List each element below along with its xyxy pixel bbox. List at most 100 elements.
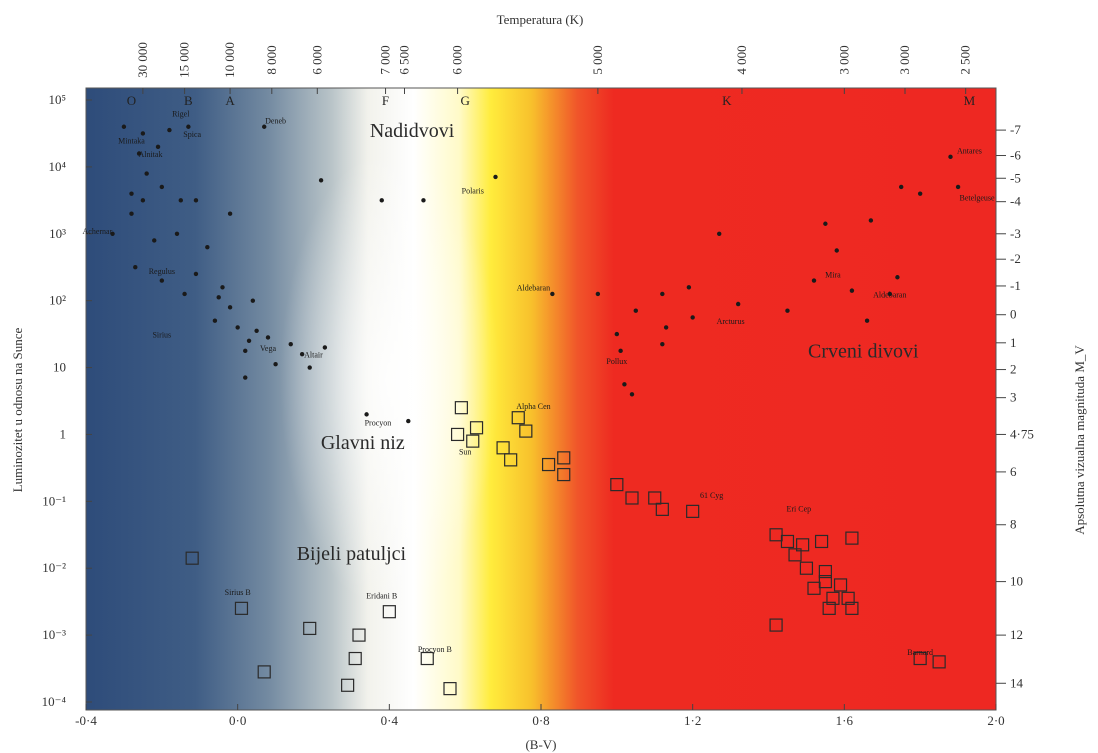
- star-name-label: Procyon: [365, 419, 392, 428]
- star-square: [469, 421, 484, 435]
- star-name-label: Polaris: [462, 187, 484, 196]
- y-tick-label: 10⁻³: [42, 627, 66, 642]
- star-dot: [629, 392, 635, 397]
- star-dot: [299, 351, 305, 357]
- star-dot: [254, 328, 259, 333]
- star-dot: [690, 315, 695, 320]
- star-dot: [216, 295, 221, 300]
- y-tick-label: 10: [53, 360, 66, 375]
- star-square: [511, 411, 525, 425]
- star-dot: [186, 124, 191, 129]
- star-dot: [660, 291, 665, 297]
- right-tick-label: 6: [1010, 464, 1017, 479]
- star-dot: [235, 325, 240, 330]
- x-tick-label: 0·8: [532, 713, 549, 728]
- region-labels: Nadidvovi Glavni niz Bijeli patuljci Crveni…: [297, 120, 919, 565]
- star-dot: [823, 221, 828, 226]
- star-dot: [140, 131, 146, 136]
- star-dot: [849, 288, 855, 293]
- star-labels: Rigel Deneb Mintaka Spica Alnitak Antares Pola…: [82, 110, 995, 657]
- star-dot: [887, 291, 893, 297]
- top-tick-label: 6 000: [450, 45, 465, 74]
- star-dot: [265, 335, 271, 340]
- star-name-label: Aldebaran: [873, 290, 906, 299]
- star-name-label: Mira: [825, 270, 841, 279]
- star-dot: [735, 301, 741, 307]
- star-dot: [129, 211, 134, 216]
- star-dot: [686, 285, 692, 290]
- star-dot: [273, 362, 278, 367]
- y-tick-label: 10²: [49, 293, 66, 308]
- star-dot: [322, 345, 328, 350]
- star-name-label: Sirius: [152, 330, 171, 339]
- x-tick-label: 0·4: [381, 713, 399, 728]
- star-dot: [660, 341, 665, 347]
- star-name-label: Pollux: [606, 357, 627, 366]
- right-tick-label: 14: [1010, 675, 1024, 690]
- star-square: [504, 453, 518, 467]
- star-dot: [193, 271, 199, 277]
- star-square: [818, 574, 832, 589]
- axis-ticks: -0·4 0·0 0·4 0·8 1·2 1·6 2·010⁵10⁴10³10²10110⁻…: [42, 42, 1034, 728]
- spectral-class-label: B: [184, 93, 193, 108]
- star-name-label: Altair: [304, 351, 323, 360]
- star-square: [557, 451, 571, 465]
- x-tick-label: 2·0: [987, 713, 1004, 728]
- star-square: [826, 591, 840, 605]
- spectral-class-label: K: [722, 93, 732, 108]
- star-dot: [633, 308, 638, 313]
- top-tick-label: 8 000: [264, 45, 279, 74]
- top-tick-label: 6 000: [309, 45, 324, 74]
- right-tick-label: 10: [1010, 574, 1023, 589]
- top-axis-title: Temperatura (K): [497, 12, 584, 27]
- star-dot: [205, 244, 210, 250]
- star-name-label: Mintaka: [118, 136, 145, 145]
- y-axis-title: Luminozitet u odnosu na Sunce: [10, 327, 25, 492]
- y-tick-label: 10⁻⁴: [42, 694, 67, 709]
- star-dot: [318, 178, 324, 183]
- star-name-label: Deneb: [265, 116, 286, 125]
- star-dot: [250, 298, 256, 303]
- star-dot: [193, 198, 199, 203]
- star-dot: [174, 231, 180, 236]
- star-dot: [159, 184, 165, 190]
- right-tick-label: -7: [1010, 122, 1021, 137]
- star-dot: [288, 341, 293, 347]
- star-dot: [307, 365, 312, 370]
- star-dot: [663, 325, 669, 330]
- star-name-label: Spica: [183, 130, 201, 139]
- star-square: [788, 548, 802, 562]
- star-dot: [948, 154, 953, 160]
- star-dot: [406, 418, 411, 424]
- star-name-label: Achernar: [82, 227, 112, 236]
- right-tick-label: -1: [1010, 278, 1021, 293]
- star-square: [841, 591, 855, 605]
- right-tick-label: -3: [1010, 226, 1021, 241]
- star-square: [341, 678, 355, 692]
- star-dot: [379, 198, 384, 203]
- star-square: [796, 538, 810, 552]
- star-dot: [595, 291, 601, 297]
- star-name-label: Betelgeuse: [959, 193, 995, 202]
- star-dot: [246, 338, 252, 343]
- star-dot: [167, 127, 172, 133]
- star-dot: [262, 124, 267, 129]
- star-name-label: Vega: [260, 344, 276, 353]
- star-square: [519, 424, 533, 438]
- star-dot: [144, 171, 149, 176]
- star-name-label: Antares: [957, 147, 982, 156]
- star-dot: [493, 174, 498, 180]
- right-tick-label: 1: [1010, 335, 1017, 350]
- star-square: [443, 682, 457, 696]
- star-dots: [110, 124, 961, 424]
- star-square: [818, 564, 832, 579]
- star-square: [454, 401, 468, 415]
- star-dot: [622, 382, 627, 387]
- right-tick-label: -2: [1010, 251, 1021, 266]
- star-name-label: Alnitak: [138, 150, 162, 159]
- top-tick-label: 2 500: [958, 45, 973, 74]
- star-square: [769, 528, 783, 542]
- star-dot: [864, 318, 870, 323]
